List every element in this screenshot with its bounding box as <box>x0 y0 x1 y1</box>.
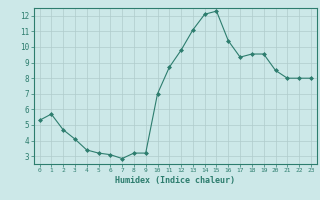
X-axis label: Humidex (Indice chaleur): Humidex (Indice chaleur) <box>115 176 235 185</box>
